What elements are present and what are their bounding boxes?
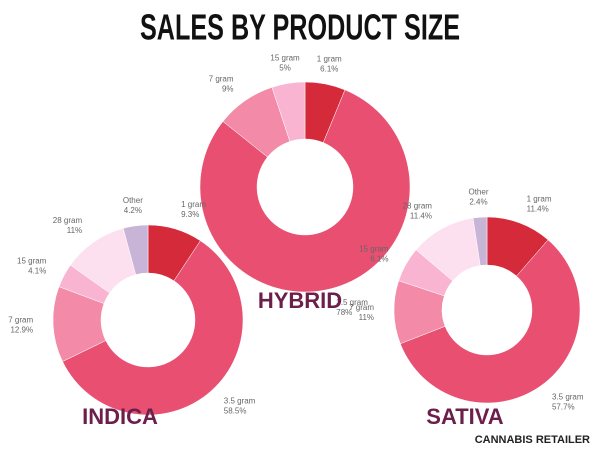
value-label: 58.5%	[224, 407, 247, 416]
value-label: 6.1%	[370, 255, 388, 264]
slice	[62, 240, 244, 416]
value-label: 2.4%	[469, 197, 487, 206]
slice-label: 28 gram	[53, 216, 83, 225]
slice	[199, 89, 411, 293]
slice-label: 28 gram	[403, 201, 433, 210]
slice-label: 7 gram	[209, 75, 234, 84]
value-label: 11.4%	[410, 211, 432, 220]
slice-label: 1 gram	[181, 200, 206, 209]
slice	[122, 224, 149, 275]
slice-label: 1 gram	[317, 54, 342, 63]
slice-label: 15 gram	[359, 245, 389, 254]
pie-title: HYBRID	[258, 288, 342, 313]
slice-label: 7 gram	[8, 316, 33, 325]
slice-label: 15 gram	[17, 256, 47, 265]
value-label: 4.2%	[124, 206, 142, 215]
value-label: 11%	[359, 313, 374, 322]
value-label: 11.4%	[527, 204, 549, 213]
value-label: 6.1%	[320, 64, 338, 73]
pie-title: INDICA	[82, 404, 158, 429]
slice-label: 1 gram	[527, 194, 552, 203]
chart-title: SALES BY PRODUCT SIZE	[140, 7, 460, 48]
value-label: 57.7%	[552, 403, 575, 412]
slice-label: 3.5 gram	[552, 393, 584, 402]
slice-label: 3.5 gram	[336, 298, 368, 307]
value-label: 5%	[279, 64, 291, 73]
slice-label: 7 gram	[349, 303, 374, 312]
pie-title: SATIVA	[426, 404, 504, 429]
slice	[399, 239, 581, 404]
slice-label: Other	[123, 196, 143, 205]
value-label: 11%	[67, 226, 82, 235]
slice	[472, 216, 488, 266]
slice-label: 3.5 gram	[224, 397, 256, 406]
source: CANNABIS RETAILER	[475, 434, 590, 446]
value-label: 78%	[336, 308, 352, 317]
value-label: 9%	[222, 85, 234, 94]
value-label: 9.3%	[181, 210, 199, 219]
value-label: 12.9%	[10, 326, 33, 335]
value-label: 4.1%	[28, 266, 46, 275]
slice	[271, 81, 306, 142]
slice-label: 15 gram	[270, 54, 300, 63]
slice-label: Other	[468, 187, 488, 196]
